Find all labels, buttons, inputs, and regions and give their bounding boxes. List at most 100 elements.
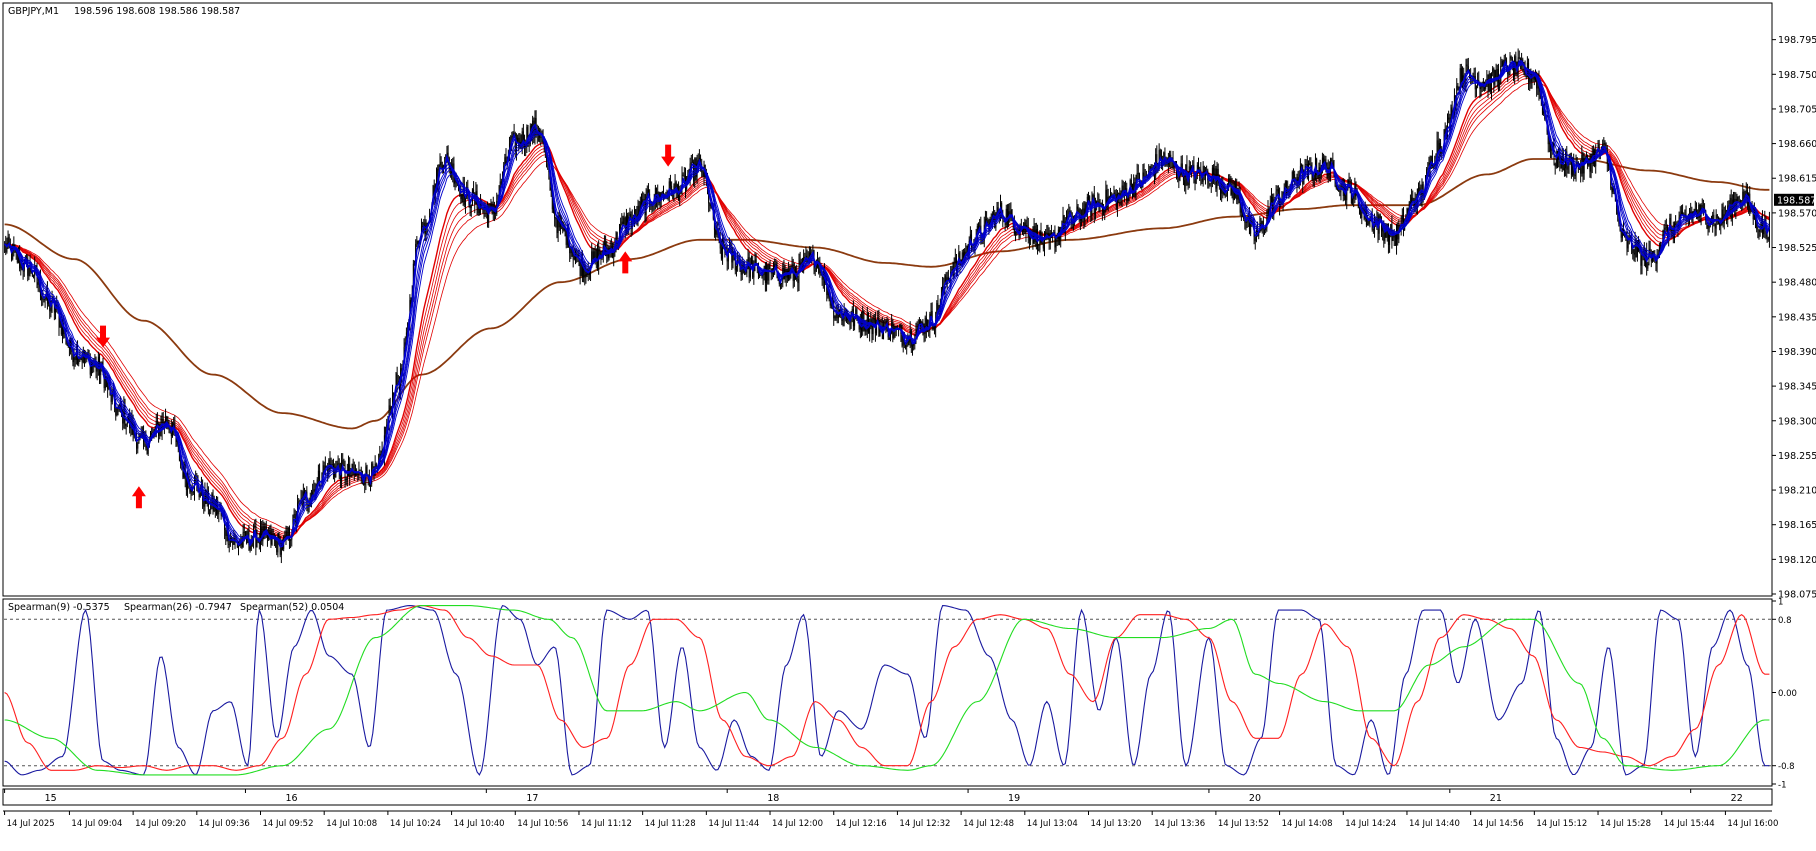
candle-body	[1353, 196, 1355, 199]
candle-body	[818, 260, 820, 273]
candle-body	[1077, 206, 1079, 210]
signal-arrows	[96, 144, 676, 509]
candle-body	[1427, 168, 1429, 170]
candle-body	[1665, 226, 1667, 228]
candle-body	[997, 207, 999, 212]
candle-body	[486, 210, 488, 223]
candle-body	[1722, 209, 1724, 224]
price-tick-label: 198.795	[1778, 35, 1816, 46]
candle-body	[804, 257, 806, 259]
candle-body	[1267, 208, 1269, 219]
candle-body	[478, 208, 480, 214]
candle-body	[766, 264, 768, 283]
candle-body	[836, 311, 838, 319]
price-tick-label: 198.075	[1778, 590, 1816, 601]
candle-body	[1272, 196, 1274, 214]
candle-body	[146, 447, 148, 454]
candle-body	[1494, 70, 1496, 85]
candle-body	[1083, 208, 1085, 222]
candle-body	[855, 309, 857, 317]
candle-body	[806, 255, 808, 259]
candle-body	[1211, 167, 1213, 181]
price-tick-label: 198.210	[1778, 486, 1816, 497]
candle-body	[1635, 239, 1637, 258]
indicator-tick-label: 0.00	[1778, 689, 1797, 699]
candle-body	[1757, 228, 1759, 230]
slow-ma-line	[4, 75, 1770, 535]
candle-body	[155, 420, 157, 429]
candle-body	[1026, 224, 1028, 228]
candle-body	[1367, 224, 1369, 226]
candle-body	[7, 237, 9, 246]
fast-ma-line	[4, 62, 1770, 545]
candle-body	[609, 247, 611, 250]
candle-body	[647, 189, 649, 194]
candle-body	[97, 356, 99, 368]
candle-body	[930, 311, 932, 314]
time-label: 14 Jul 12:16	[836, 819, 887, 829]
spearman9-readout: Spearman(9) -0.5375	[8, 602, 110, 613]
candle-body	[1163, 152, 1165, 162]
candle-body	[962, 252, 964, 263]
candle-body	[622, 221, 624, 225]
candle-body	[1369, 219, 1371, 222]
candle-body	[848, 319, 850, 322]
candle-body	[613, 248, 615, 258]
candle-body	[1438, 142, 1440, 154]
candle-body	[1105, 189, 1107, 209]
candle-body	[1265, 228, 1267, 230]
candle-body	[359, 469, 361, 471]
candlesticks	[4, 48, 1770, 564]
slow-ma-ribbon	[4, 68, 1770, 539]
candle-body	[1699, 204, 1701, 217]
candle-body	[298, 501, 300, 503]
candle-body	[1208, 180, 1210, 184]
candle-body	[1006, 208, 1008, 225]
candle-body	[559, 221, 561, 228]
candle-body	[1039, 231, 1041, 250]
candle-body	[470, 204, 472, 209]
candle-body	[477, 207, 479, 214]
candle-body	[1761, 217, 1763, 235]
candle-body	[1011, 209, 1013, 218]
candle-body	[249, 544, 251, 550]
candle-body	[1114, 192, 1116, 194]
candle-body	[278, 533, 280, 538]
candle-body	[1173, 164, 1175, 167]
candle-body	[74, 357, 76, 361]
candle-body	[1466, 64, 1468, 67]
candle-body	[779, 284, 781, 286]
candle-body	[993, 213, 995, 215]
time-label: 14 Jul 14:08	[1282, 819, 1333, 829]
candle-body	[389, 405, 391, 410]
candle-body	[317, 470, 319, 480]
candle-body	[137, 443, 139, 449]
candle-body	[1418, 187, 1420, 189]
candle-body	[334, 471, 336, 478]
candle-body	[110, 389, 112, 402]
candle-body	[1419, 187, 1421, 193]
candle-body	[1068, 210, 1070, 217]
candle-body	[1385, 230, 1387, 238]
candle-body	[732, 251, 734, 263]
candle-body	[1341, 179, 1343, 187]
candle-body	[1641, 252, 1643, 266]
candle-body	[1294, 174, 1296, 182]
candle-body	[90, 363, 92, 375]
candle-body	[269, 530, 271, 536]
candle-body	[1179, 175, 1181, 181]
candle-body	[436, 168, 438, 184]
candle-body	[1708, 225, 1710, 229]
candle-body	[136, 436, 138, 449]
candle-body	[111, 393, 113, 402]
candle-body	[1352, 198, 1354, 204]
price-tick-label: 198.435	[1778, 312, 1816, 323]
candle-body	[1574, 174, 1576, 176]
candle-body	[1473, 75, 1475, 79]
candle-body	[50, 306, 52, 312]
candle-body	[973, 246, 975, 249]
candle-body	[277, 533, 279, 553]
time-label: 14 Jul 09:52	[263, 819, 314, 829]
